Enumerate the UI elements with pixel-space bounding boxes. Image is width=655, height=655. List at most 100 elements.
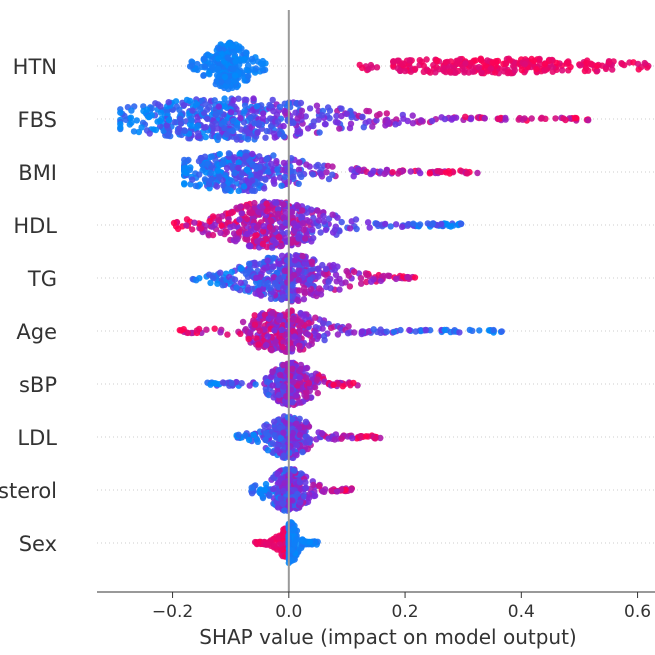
shap-point xyxy=(267,295,275,302)
shap-point xyxy=(373,64,381,71)
shap-point xyxy=(317,229,324,236)
shap-point xyxy=(171,119,178,126)
shap-point xyxy=(543,66,550,73)
shap-point xyxy=(481,115,488,122)
shap-point xyxy=(203,160,210,168)
shap-point xyxy=(270,152,277,159)
x-tick-label: 0.2 xyxy=(392,602,419,622)
feature-row-age: Age xyxy=(16,307,655,355)
shap-point xyxy=(237,203,244,210)
shap-point xyxy=(241,55,248,63)
shap-point xyxy=(206,271,213,278)
shap-point xyxy=(338,435,345,442)
shap-point xyxy=(364,219,372,226)
shap-point xyxy=(306,276,314,283)
shap-point xyxy=(296,499,304,506)
shap-point xyxy=(271,176,278,183)
shap-point xyxy=(309,226,316,233)
shap-point xyxy=(352,216,360,223)
shap-point xyxy=(256,327,263,334)
shap-point xyxy=(417,327,424,335)
shap-point xyxy=(334,214,341,221)
shap-point xyxy=(291,467,298,474)
shap-point xyxy=(289,399,296,406)
shap-point xyxy=(296,431,303,439)
shap-point xyxy=(201,63,208,70)
shap-point xyxy=(290,119,297,127)
shap-point xyxy=(203,326,210,333)
shap-point xyxy=(442,59,449,66)
shap-point xyxy=(296,479,304,486)
shap-point xyxy=(571,114,579,122)
shap-point xyxy=(253,103,260,110)
shap-point xyxy=(251,312,258,319)
shap-point xyxy=(145,113,152,121)
shap-point xyxy=(274,166,281,173)
shap-point xyxy=(281,173,289,181)
shap-point xyxy=(327,324,335,332)
shap-point xyxy=(417,169,424,177)
shap-points-sbp-0 xyxy=(204,359,361,409)
shap-point xyxy=(585,117,592,124)
shap-point xyxy=(369,123,376,130)
shap-points-fbs-0 xyxy=(117,95,592,144)
shap-point xyxy=(346,124,354,132)
feature-label-hdl: HDL xyxy=(13,214,57,238)
shap-point xyxy=(484,57,491,64)
shap-point xyxy=(219,282,226,289)
shap-point xyxy=(323,169,330,176)
shap-point xyxy=(296,374,303,381)
shap-point xyxy=(235,164,242,171)
shap-point xyxy=(318,112,326,119)
shap-point xyxy=(280,133,287,140)
shap-point xyxy=(157,109,164,116)
shap-point xyxy=(306,538,314,546)
shap-point xyxy=(253,172,260,179)
shap-point xyxy=(261,422,268,430)
shap-point xyxy=(208,153,215,160)
shap-point xyxy=(280,429,287,436)
shap-point xyxy=(170,219,178,227)
shap-point xyxy=(576,62,584,69)
shap-point xyxy=(273,160,280,167)
shap-point xyxy=(267,103,275,110)
shap-point xyxy=(300,296,308,303)
shap-point xyxy=(635,66,642,73)
shap-point xyxy=(295,276,302,284)
shap-point xyxy=(305,436,313,443)
shap-point xyxy=(511,67,518,74)
shap-point xyxy=(237,279,244,286)
shap-point xyxy=(245,180,253,187)
shap-point xyxy=(358,280,365,287)
shap-point xyxy=(373,220,380,227)
shap-point xyxy=(245,73,252,80)
shap-point xyxy=(275,210,282,218)
shap-point xyxy=(199,167,206,174)
shap-point xyxy=(316,285,323,292)
shap-point xyxy=(204,115,211,123)
feature-row-sex: Sex xyxy=(19,519,655,567)
shap-point xyxy=(292,109,299,116)
shap-point xyxy=(304,331,312,338)
shap-point xyxy=(433,57,441,64)
shap-point xyxy=(275,275,282,283)
shap-point xyxy=(329,171,336,178)
shap-point xyxy=(528,115,535,122)
shap-point xyxy=(641,59,648,67)
shap-point xyxy=(214,65,222,73)
shap-point xyxy=(209,231,217,239)
shap-point xyxy=(278,252,286,259)
shap-point xyxy=(436,66,443,73)
shap-point xyxy=(237,115,244,122)
shap-point xyxy=(263,378,271,386)
shap-point xyxy=(390,58,397,65)
shap-point xyxy=(217,229,224,236)
shap-point xyxy=(366,118,373,125)
shap-point xyxy=(239,318,247,326)
shap-point xyxy=(308,206,315,213)
shap-point xyxy=(301,290,308,297)
shap-point xyxy=(215,133,222,141)
shap-point xyxy=(126,121,133,128)
shap-point xyxy=(263,127,270,135)
shap-point xyxy=(331,436,338,443)
